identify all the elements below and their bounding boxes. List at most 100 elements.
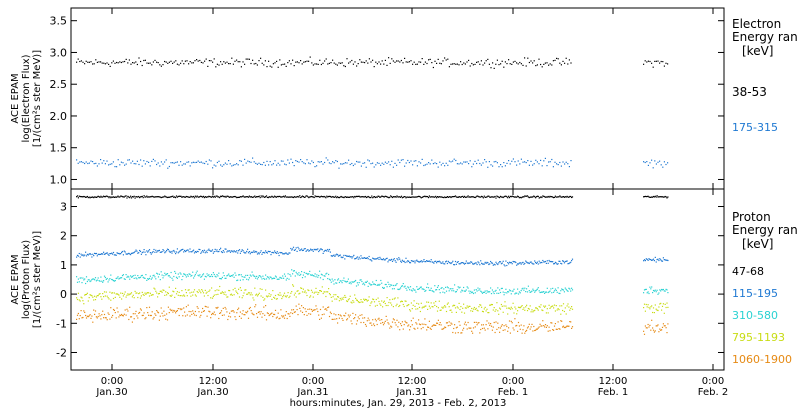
data-point <box>221 291 223 293</box>
data-point <box>364 298 367 300</box>
y-tick-label: 3.0 <box>50 46 68 59</box>
data-point <box>266 252 268 254</box>
data-point <box>471 330 473 332</box>
data-point <box>157 276 160 278</box>
data-point <box>357 63 359 65</box>
data-point <box>120 161 122 163</box>
data-point <box>424 195 426 197</box>
data-point <box>316 274 318 276</box>
data-point <box>85 161 87 163</box>
data-point <box>122 196 124 198</box>
data-point <box>293 196 295 198</box>
data-point <box>166 313 168 315</box>
data-point <box>556 57 558 59</box>
data-point <box>551 158 553 161</box>
data-point <box>344 258 346 260</box>
data-point <box>264 196 266 198</box>
data-point <box>351 162 353 165</box>
data-point <box>432 324 434 327</box>
data-point <box>553 291 555 293</box>
data-point <box>470 196 472 198</box>
data-point <box>246 293 248 295</box>
data-point <box>265 289 267 291</box>
data-point <box>568 306 570 308</box>
data-point <box>336 298 338 300</box>
data-point <box>374 318 376 320</box>
data-point <box>517 160 519 162</box>
data-point <box>399 196 401 198</box>
data-point <box>244 252 246 254</box>
data-point <box>434 285 436 287</box>
data-point <box>133 297 135 299</box>
data-point <box>396 164 398 166</box>
data-point <box>202 62 204 64</box>
data-point <box>99 315 101 317</box>
data-point <box>277 312 279 314</box>
data-point <box>148 196 151 198</box>
data-point <box>434 260 436 263</box>
data-point <box>461 163 463 165</box>
data-point <box>103 62 105 64</box>
data-point <box>77 292 79 294</box>
data-point <box>476 309 478 311</box>
data-point <box>133 195 135 197</box>
data-point <box>403 260 405 262</box>
data-point <box>445 290 448 292</box>
data-point <box>292 196 295 199</box>
data-point <box>171 195 173 198</box>
data-point <box>403 324 405 326</box>
data-point <box>144 318 146 320</box>
data-point <box>151 311 153 313</box>
data-point <box>342 256 344 258</box>
data-point <box>377 257 379 259</box>
data-point <box>398 305 400 308</box>
data-point <box>510 196 512 198</box>
data-point <box>181 290 183 292</box>
data-point <box>558 328 560 330</box>
data-point <box>393 288 395 290</box>
data-point <box>655 196 657 198</box>
data-point <box>512 61 514 63</box>
data-point <box>482 311 484 313</box>
data-point <box>472 163 474 165</box>
data-point <box>492 165 494 167</box>
data-point <box>382 321 384 324</box>
data-point <box>547 330 549 332</box>
data-point <box>158 319 160 321</box>
data-point <box>261 164 263 166</box>
data-point <box>529 196 531 198</box>
data-point <box>90 280 92 282</box>
data-point <box>513 261 515 263</box>
data-point <box>664 290 666 292</box>
data-point <box>396 319 398 321</box>
data-point <box>530 261 532 263</box>
data-point <box>488 312 490 314</box>
data-point <box>368 196 370 198</box>
data-point <box>266 296 268 298</box>
data-point <box>413 327 415 329</box>
data-point <box>199 290 201 292</box>
data-point <box>220 310 223 312</box>
data-point <box>269 196 271 198</box>
data-point <box>303 61 305 63</box>
data-point <box>177 308 179 310</box>
data-point <box>563 326 565 329</box>
data-point <box>151 294 153 296</box>
data-point <box>534 260 536 262</box>
data-point <box>416 259 418 261</box>
data-point <box>211 274 213 276</box>
data-point <box>667 292 669 294</box>
data-point <box>544 62 546 64</box>
data-point <box>466 262 468 264</box>
data-point <box>113 254 115 256</box>
data-point <box>260 57 262 59</box>
data-point <box>548 64 550 66</box>
data-point <box>472 292 475 295</box>
data-point <box>527 160 529 162</box>
data-point <box>354 61 356 63</box>
data-point <box>206 196 208 198</box>
data-point <box>563 262 565 264</box>
data-point <box>415 260 417 262</box>
y-tick-label: -2 <box>56 346 67 359</box>
data-point <box>436 62 438 64</box>
